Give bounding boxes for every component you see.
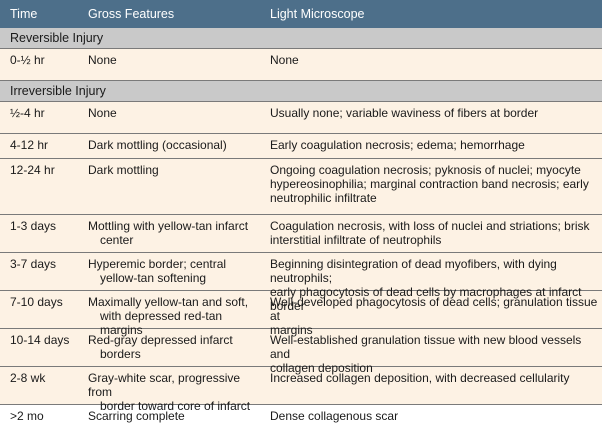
gross-cell: Scarring complete: [78, 409, 260, 427]
table-row: 1-3 days Mottling with yellow-tan infarc…: [0, 215, 602, 253]
light-line: Early coagulation necrosis; edema; hemor…: [270, 138, 525, 152]
table-row: 0-½ hr None None: [0, 49, 602, 81]
gross-cell: None: [78, 53, 260, 80]
table-row: 3-7 days Hyperemic border; central yello…: [0, 253, 602, 313]
light-cell: Well-developed phagocytosis of dead cell…: [260, 295, 602, 337]
time-cell: 2-8 wk: [10, 371, 46, 385]
time-cell: 3-7 days: [10, 257, 57, 271]
gross-line: Scarring complete: [88, 409, 185, 423]
time-cell: 4-12 hr: [10, 138, 49, 152]
gross-line: with depressed red-tan margins: [100, 309, 223, 337]
time-cell: 0-½ hr: [10, 53, 45, 67]
table-row: >2 mo Scarring complete Dense collagenou…: [0, 405, 602, 427]
time-cell: 12-24 hr: [10, 163, 55, 177]
gross-line: Maximally yellow-tan and soft,: [88, 295, 249, 309]
table-row: 4-12 hr Dark mottling (occasional) Early…: [0, 134, 602, 159]
light-cell: Ongoing coagulation necrosis; pyknosis o…: [260, 163, 602, 214]
gross-line: None: [88, 53, 117, 67]
gross-line: borders: [100, 347, 141, 361]
light-line: interstitial infiltrate of neutrophils: [270, 233, 442, 247]
header-light-microscope: Light Microscope: [270, 7, 365, 21]
gross-line: yellow-tan softening: [100, 271, 207, 285]
gross-cell: Maximally yellow-tan and soft, with depr…: [78, 295, 260, 337]
light-cell: Dense collagenous scar: [260, 409, 602, 427]
time-cell: >2 mo: [10, 409, 44, 423]
gross-cell: Dark mottling (occasional): [78, 138, 260, 158]
light-line: neutrophilic infiltrate: [270, 191, 377, 205]
gross-cell: Mottling with yellow-tan infarct center: [78, 219, 260, 252]
table-row: 12-24 hr Dark mottling Ongoing coagulati…: [0, 159, 602, 215]
light-line: Well-developed phagocytosis of dead cell…: [270, 295, 598, 323]
gross-cell: Gray-white scar, progressive from border…: [78, 371, 260, 413]
light-line: Well-established granulation tissue with…: [270, 333, 582, 361]
light-cell: None: [260, 53, 602, 80]
light-cell: Well-established granulation tissue with…: [260, 333, 602, 375]
light-line: Ongoing coagulation necrosis; pyknosis o…: [270, 163, 581, 177]
light-line: margins: [270, 323, 313, 337]
light-cell: Coagulation necrosis, with loss of nucle…: [260, 219, 602, 252]
light-line: Increased collagen deposition, with decr…: [270, 371, 570, 385]
header-gross-features: Gross Features: [88, 7, 175, 21]
light-cell: Early coagulation necrosis; edema; hemor…: [260, 138, 602, 158]
gross-line: Mottling with yellow-tan infarct: [88, 219, 249, 233]
light-line: collagen deposition: [270, 361, 373, 375]
gross-cell: None: [78, 106, 260, 133]
light-line: Beginning disintegration of dead myofibe…: [270, 257, 557, 285]
gross-cell: Hyperemic border; central yellow-tan sof…: [78, 257, 260, 290]
section-irreversible-injury: Irreversible Injury: [0, 81, 602, 102]
table-header: Time Gross Features Light Microscope: [0, 0, 602, 28]
section-reversible-injury: Reversible Injury: [0, 28, 602, 49]
gross-line: Gray-white scar, progressive from: [88, 371, 241, 399]
gross-cell: Red-gray depressed infarct borders: [78, 333, 260, 366]
light-line: early phagocytosis of dead cells by macr…: [270, 285, 582, 313]
light-cell: Beginning disintegration of dead myofibe…: [260, 257, 602, 313]
light-line: Coagulation necrosis, with loss of nucle…: [270, 219, 590, 233]
gross-line: Hyperemic border; central: [88, 257, 227, 271]
table-row: 2-8 wk Gray-white scar, progressive from…: [0, 367, 602, 413]
header-time: Time: [10, 7, 38, 21]
table-row: ½-4 hr None Usually none; variable wavin…: [0, 102, 602, 134]
gross-line: None: [88, 106, 117, 120]
light-line: Usually none; variable waviness of fiber…: [270, 106, 539, 120]
light-line: Dense collagenous scar: [270, 409, 399, 423]
gross-line: Dark mottling: [88, 163, 159, 177]
light-line: None: [270, 53, 299, 67]
light-line: hypereosinophilia; marginal contraction …: [270, 177, 589, 191]
light-cell: Usually none; variable waviness of fiber…: [260, 106, 602, 133]
time-cell: 7-10 days: [10, 295, 63, 309]
gross-line: Dark mottling (occasional): [88, 138, 227, 152]
gross-cell: Dark mottling: [78, 163, 260, 214]
gross-line: Red-gray depressed infarct: [88, 333, 233, 347]
gross-line: center: [100, 233, 134, 247]
light-cell: Increased collagen deposition, with decr…: [260, 371, 602, 404]
time-cell: 1-3 days: [10, 219, 57, 233]
time-cell: 10-14 days: [10, 333, 70, 347]
table-row: 7-10 days Maximally yellow-tan and soft,…: [0, 291, 602, 337]
time-cell: ½-4 hr: [10, 106, 45, 120]
table-row: 10-14 days Red-gray depressed infarct bo…: [0, 329, 602, 375]
